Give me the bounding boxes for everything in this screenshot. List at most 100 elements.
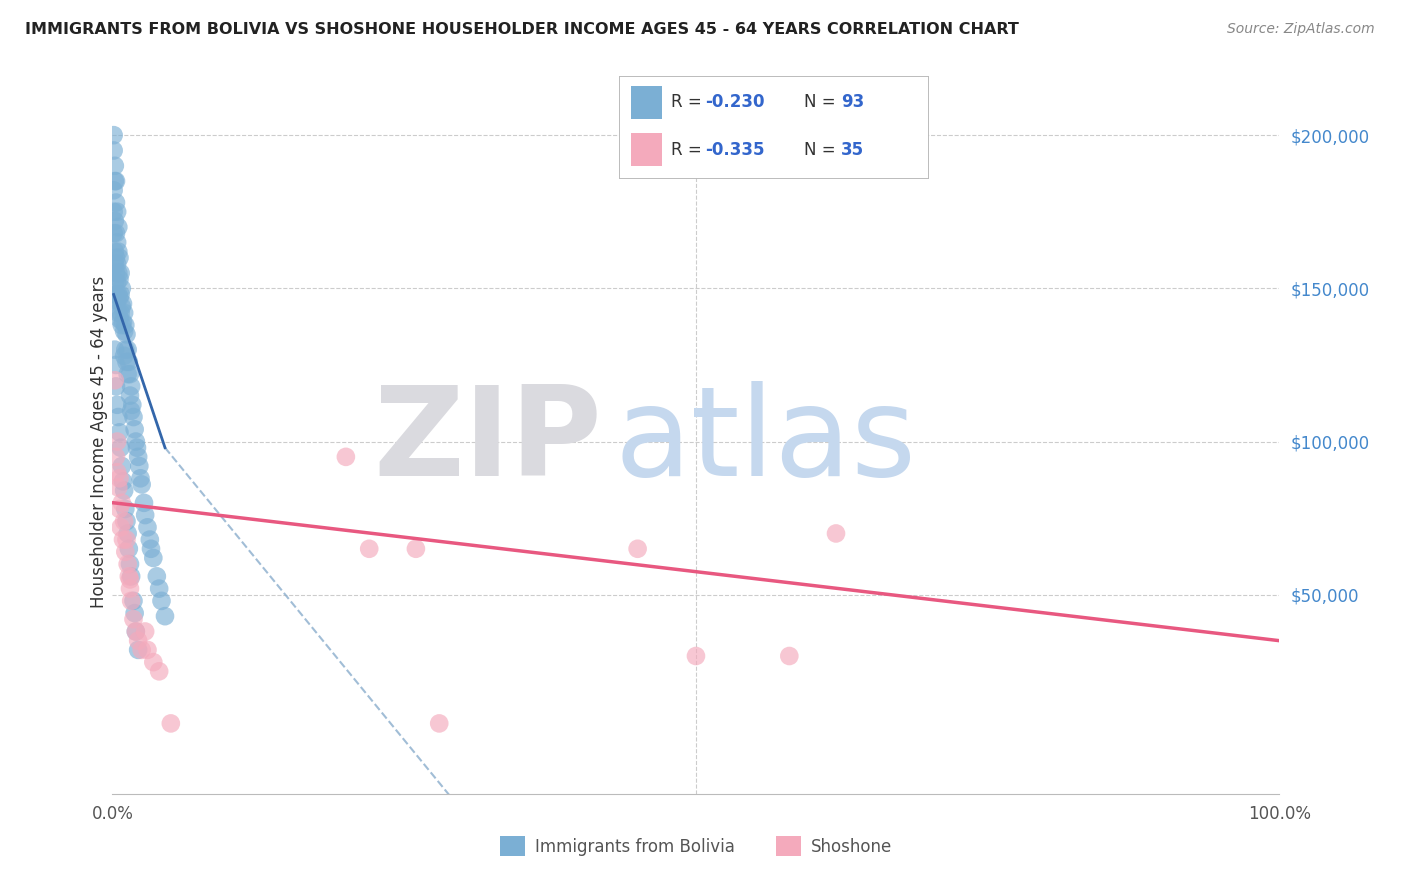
- Point: [104, 174, 127, 188]
- Text: atlas: atlas: [614, 381, 917, 502]
- Point: [114, 545, 136, 559]
- Point: [107, 220, 129, 235]
- Point: [111, 296, 134, 310]
- Point: [115, 327, 138, 342]
- Point: [778, 648, 800, 663]
- Point: [111, 318, 134, 332]
- Text: 35: 35: [841, 141, 865, 159]
- Point: [118, 557, 141, 571]
- Point: [112, 349, 135, 363]
- Point: [131, 477, 153, 491]
- Point: [427, 716, 450, 731]
- Point: [103, 183, 125, 197]
- Point: [103, 204, 125, 219]
- Text: ZIP: ZIP: [374, 381, 603, 502]
- Point: [105, 257, 128, 271]
- Legend: Immigrants from Bolivia, Shoshone: Immigrants from Bolivia, Shoshone: [494, 830, 898, 863]
- Bar: [631, 133, 662, 166]
- Point: [146, 569, 169, 583]
- Point: [104, 195, 127, 210]
- Point: [136, 643, 159, 657]
- Point: [107, 244, 129, 259]
- Point: [118, 541, 141, 556]
- Point: [142, 551, 165, 566]
- Point: [124, 422, 146, 436]
- Point: [114, 343, 136, 357]
- Point: [139, 533, 162, 547]
- Point: [118, 355, 141, 369]
- Point: [115, 355, 138, 369]
- Bar: [631, 87, 662, 119]
- Point: [825, 526, 848, 541]
- Point: [111, 496, 134, 510]
- Point: [685, 648, 707, 663]
- Point: [105, 235, 128, 250]
- Point: [104, 343, 127, 357]
- Point: [104, 174, 127, 188]
- Point: [111, 475, 134, 489]
- Point: [112, 306, 135, 320]
- Point: [112, 514, 135, 528]
- Text: -0.230: -0.230: [706, 94, 765, 112]
- Point: [110, 306, 132, 320]
- Point: [115, 514, 138, 528]
- Point: [110, 520, 132, 534]
- Point: [110, 287, 132, 301]
- Point: [108, 312, 131, 326]
- Point: [111, 315, 134, 329]
- Point: [118, 582, 141, 596]
- Point: [118, 388, 141, 402]
- Text: 93: 93: [841, 94, 865, 112]
- Point: [104, 373, 127, 387]
- Point: [118, 573, 141, 587]
- Point: [122, 410, 145, 425]
- Point: [117, 343, 139, 357]
- Text: -0.335: -0.335: [706, 141, 765, 159]
- Point: [627, 541, 650, 556]
- Point: [107, 306, 129, 320]
- Point: [148, 665, 170, 679]
- Point: [107, 287, 129, 301]
- Point: [132, 496, 155, 510]
- Point: [103, 128, 125, 143]
- Point: [120, 379, 142, 393]
- Point: [105, 398, 128, 412]
- Point: [139, 541, 162, 556]
- Point: [112, 483, 135, 498]
- Point: [104, 291, 127, 305]
- Y-axis label: Householder Income Ages 45 - 64 years: Householder Income Ages 45 - 64 years: [90, 276, 108, 607]
- Point: [104, 450, 127, 464]
- Point: [125, 434, 148, 449]
- Point: [127, 643, 149, 657]
- Point: [111, 300, 134, 314]
- Point: [128, 458, 150, 473]
- Point: [122, 612, 145, 626]
- Point: [103, 144, 125, 158]
- Point: [105, 293, 128, 308]
- Point: [121, 398, 143, 412]
- Point: [107, 410, 129, 425]
- Point: [122, 594, 145, 608]
- Point: [120, 569, 142, 583]
- Point: [115, 533, 138, 547]
- Point: [111, 533, 134, 547]
- Point: [110, 266, 132, 280]
- Point: [108, 425, 131, 440]
- Point: [335, 450, 357, 464]
- Text: IMMIGRANTS FROM BOLIVIA VS SHOSHONE HOUSEHOLDER INCOME AGES 45 - 64 YEARS CORREL: IMMIGRANTS FROM BOLIVIA VS SHOSHONE HOUS…: [25, 22, 1019, 37]
- Point: [120, 594, 142, 608]
- Point: [136, 520, 159, 534]
- Point: [104, 244, 127, 259]
- Point: [111, 281, 134, 295]
- Point: [134, 508, 156, 522]
- Point: [107, 266, 129, 280]
- Point: [117, 557, 139, 571]
- Point: [104, 251, 127, 265]
- Point: [107, 481, 129, 495]
- Point: [125, 624, 148, 639]
- Point: [104, 226, 127, 240]
- Point: [108, 291, 131, 305]
- Point: [111, 458, 134, 473]
- Point: [108, 502, 131, 516]
- Point: [153, 609, 176, 624]
